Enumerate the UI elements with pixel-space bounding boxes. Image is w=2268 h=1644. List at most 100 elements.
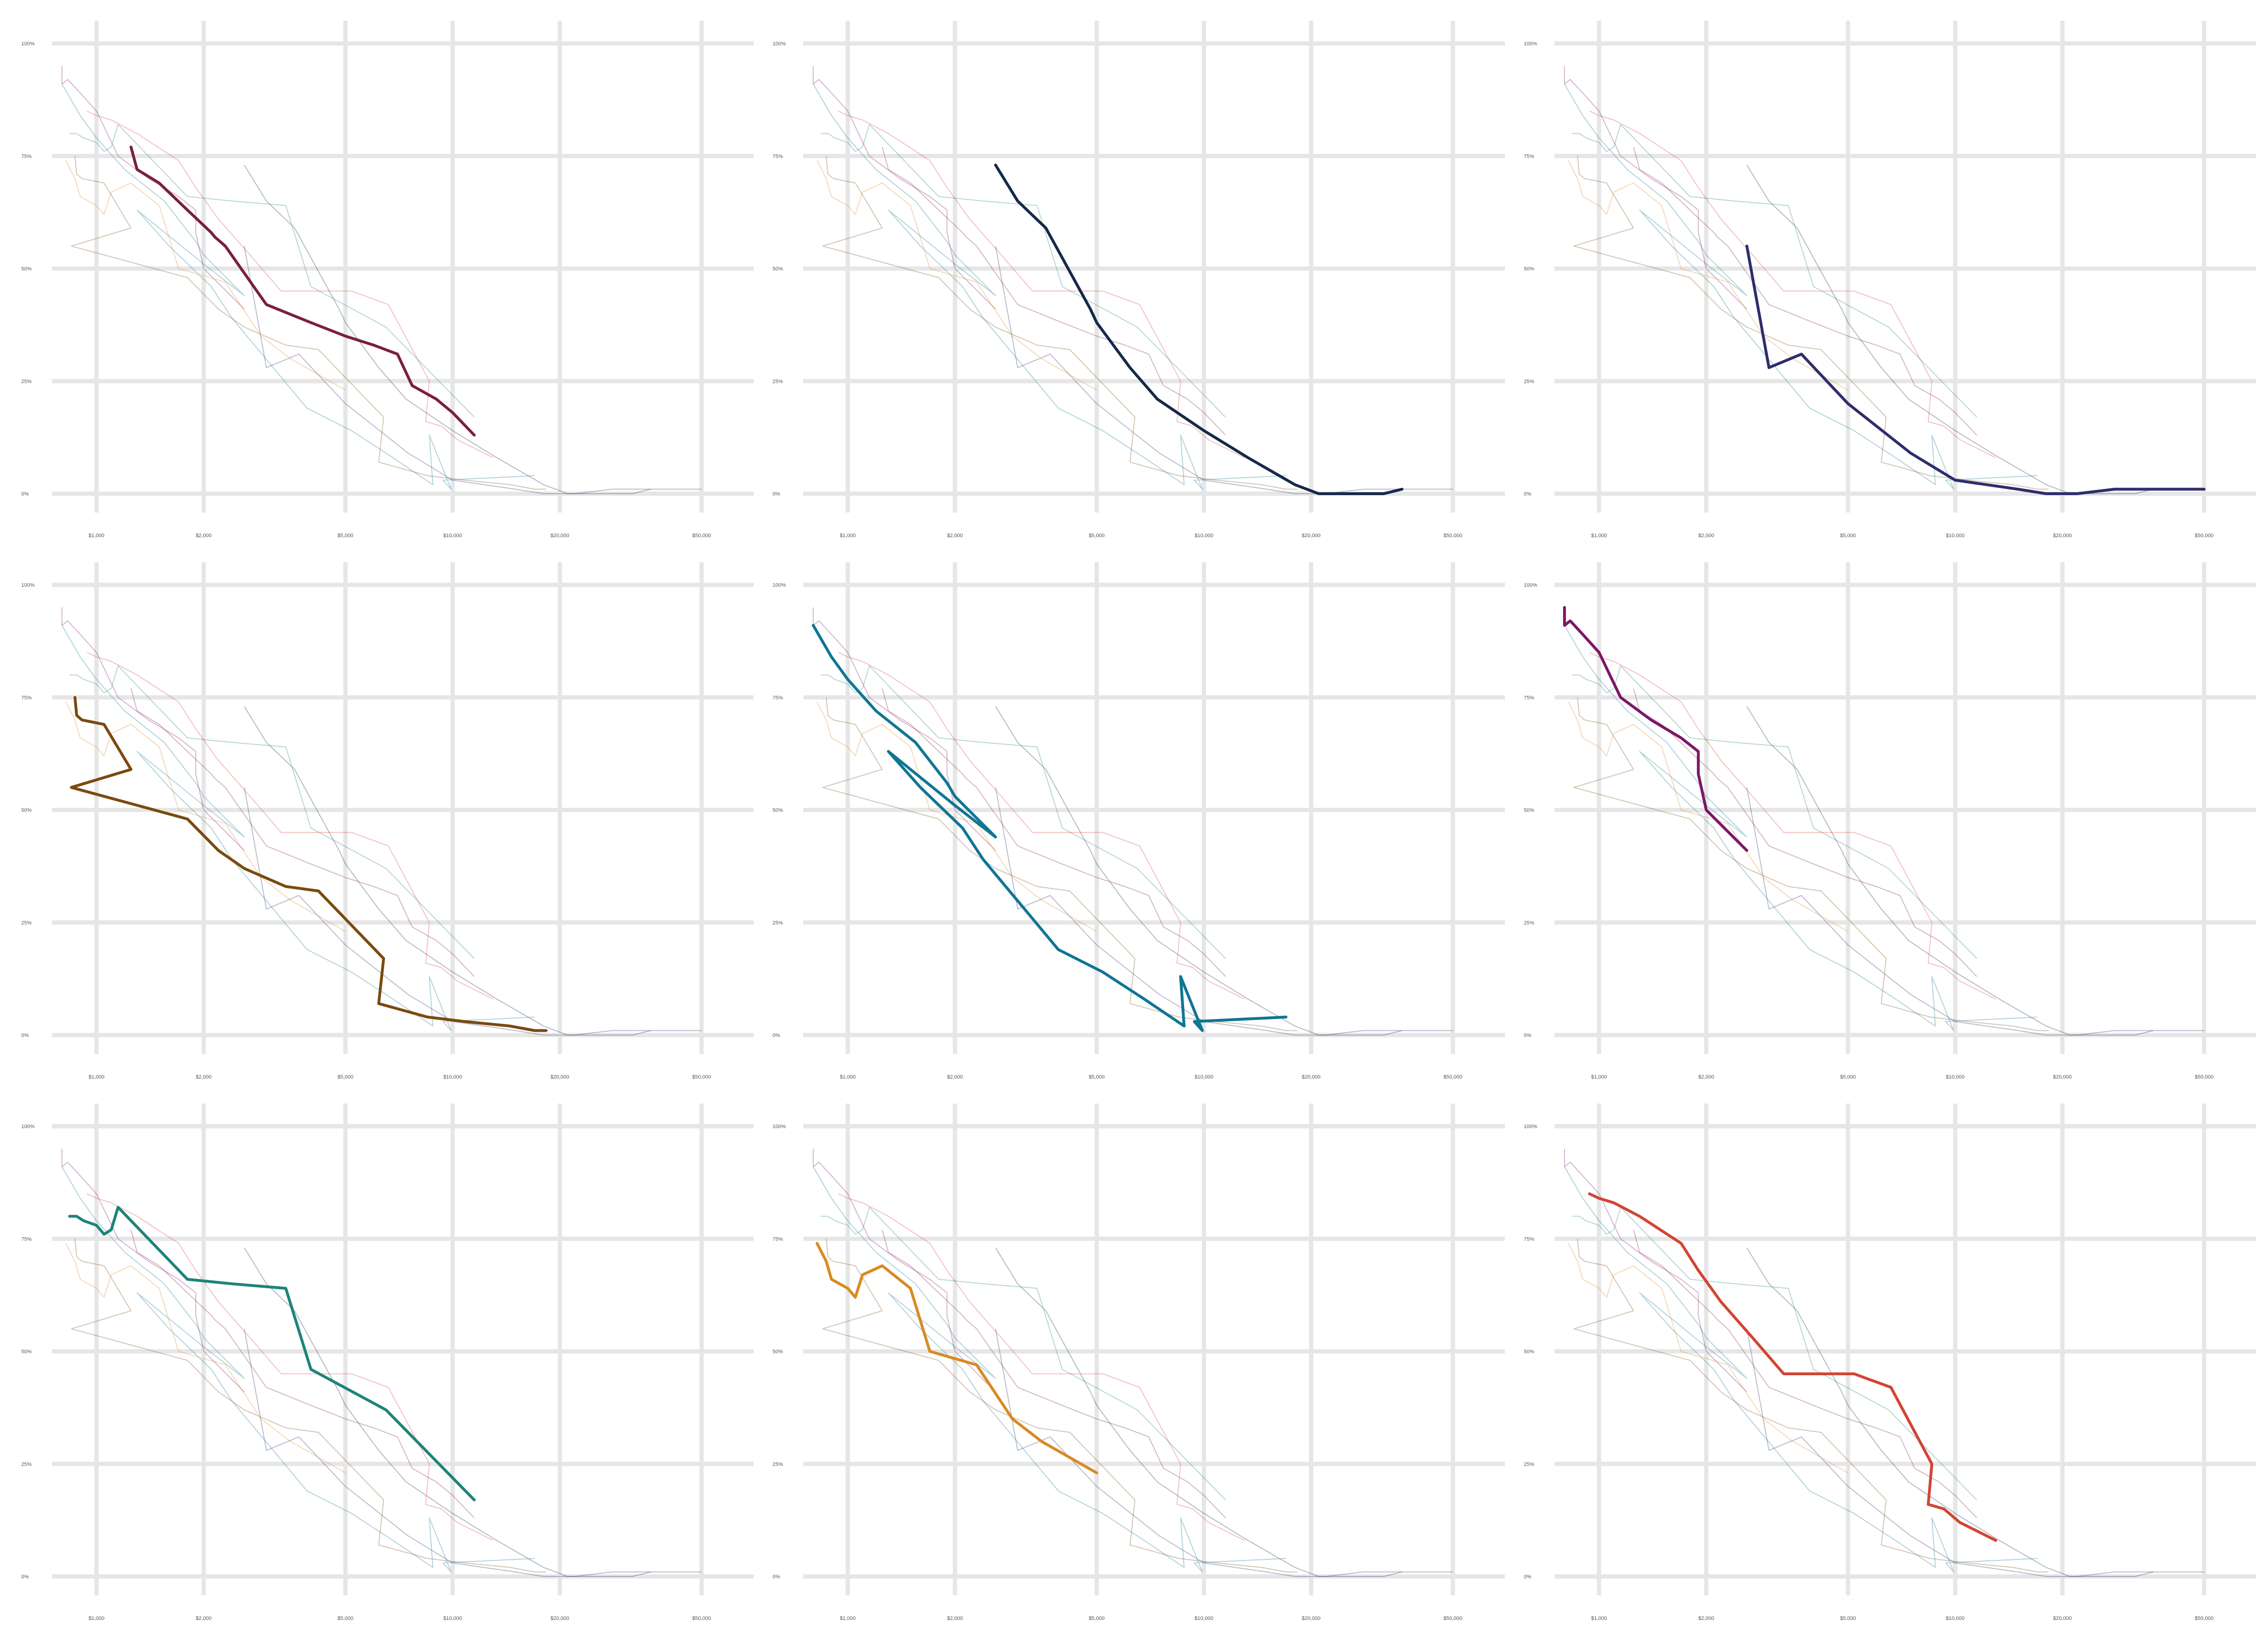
context-series-line <box>822 697 1297 1031</box>
context-series-line <box>1573 156 2049 490</box>
y-tick-label: 100% <box>21 582 34 588</box>
x-tick-label: $5,000 <box>1089 1074 1105 1080</box>
x-tick-label: $5,000 <box>337 1616 353 1621</box>
context-series-line <box>130 688 475 977</box>
y-tick-label: 0% <box>773 491 780 497</box>
x-tick-label: $1,000 <box>1591 1616 1607 1621</box>
context-series-line <box>69 665 475 959</box>
context-series-line <box>813 1148 996 1393</box>
y-tick-label: 100% <box>1524 1124 1537 1130</box>
y-tick-label: 50% <box>21 1349 32 1355</box>
context-series-line <box>882 688 1226 977</box>
x-tick-label: $2,000 <box>196 1616 212 1621</box>
context-series-line <box>813 66 996 310</box>
context-series-line <box>821 665 1226 959</box>
highlight-series-line <box>129 146 476 437</box>
context-series-line <box>882 1229 1226 1518</box>
context-series-line <box>61 84 535 490</box>
y-tick-label: 75% <box>1524 1236 1534 1242</box>
x-tick-label: $50,000 <box>2195 1616 2214 1621</box>
x-tick-label: $10,000 <box>443 1074 462 1080</box>
context-series-line <box>838 1193 1245 1541</box>
y-tick-label: 0% <box>1524 1033 1531 1038</box>
y-tick-label: 25% <box>773 379 783 385</box>
context-series-line <box>1746 787 2204 1036</box>
x-tick-label: $5,000 <box>1840 533 1856 539</box>
panel-2: 0% 25% 50% 75% 100% $1,000 $2,000 $5,000 $10,000… <box>773 21 1505 539</box>
x-tick-label: $10,000 <box>1194 1616 1213 1621</box>
panel-9: 0% 25% 50% 75% 100% $1,000 $2,000 $5,000 $10,000… <box>1524 1104 2256 1621</box>
y-tick-label: 75% <box>21 1236 32 1242</box>
context-series-line <box>1589 111 1996 458</box>
y-tick-label: 25% <box>773 1462 783 1467</box>
x-tick-label: $20,000 <box>1302 1074 1321 1080</box>
y-tick-label: 100% <box>773 1124 786 1130</box>
y-tick-label: 50% <box>1524 808 1534 813</box>
context-series-line <box>813 1166 1286 1573</box>
x-tick-label: $10,000 <box>443 1616 462 1621</box>
x-tick-label: $50,000 <box>1443 533 1462 539</box>
context-series-line <box>1589 652 1996 1000</box>
x-tick-label: $1,000 <box>1591 1074 1607 1080</box>
context-series-line <box>882 146 1226 436</box>
context-series-line <box>1564 625 2037 1031</box>
context-series-line <box>86 1193 494 1541</box>
context-series-line <box>61 1148 245 1393</box>
context-series-line <box>995 706 1402 1036</box>
context-series-line <box>995 1247 1402 1577</box>
context-series-line <box>244 787 702 1036</box>
context-series-line <box>995 787 1453 1036</box>
context-series-line <box>816 702 1097 932</box>
context-series-line <box>61 1166 535 1573</box>
x-tick-label: $50,000 <box>1443 1616 1462 1621</box>
x-tick-label: $5,000 <box>1840 1616 1856 1621</box>
x-tick-label: $10,000 <box>1194 533 1213 539</box>
context-series-line <box>65 702 346 932</box>
panel-1: 0% 25% 50% 75% 100% $1,000 $2,000 $5,000 $10,000… <box>21 21 754 539</box>
y-tick-label: 0% <box>1524 1574 1531 1580</box>
highlight-series-line <box>816 1242 1099 1474</box>
context-series-line <box>822 156 1297 490</box>
context-series-line <box>1633 146 1977 436</box>
panel-6: 0% 25% 50% 75% 100% $1,000 $2,000 $5,000 $10,000… <box>1524 562 2256 1080</box>
context-series-line <box>1564 84 2037 490</box>
x-tick-label: $20,000 <box>2053 1616 2072 1621</box>
context-series-line <box>244 246 702 494</box>
context-series-line <box>1746 1247 2154 1577</box>
y-tick-label: 25% <box>21 920 32 926</box>
x-tick-label: $2,000 <box>1698 1074 1714 1080</box>
context-series-line <box>1573 1239 2049 1573</box>
x-tick-label: $5,000 <box>1089 1616 1105 1621</box>
x-tick-label: $1,000 <box>88 1074 104 1080</box>
x-tick-label: $2,000 <box>196 1074 212 1080</box>
context-series-line <box>821 1207 1226 1500</box>
highlight-series-line <box>70 696 548 1032</box>
x-tick-label: $10,000 <box>1946 1616 1965 1621</box>
highlight-series-line <box>1745 244 2206 495</box>
y-tick-label: 50% <box>21 808 32 813</box>
context-series-line <box>244 1328 702 1577</box>
context-series-line <box>822 1239 1297 1573</box>
context-series-line <box>244 164 651 494</box>
context-series-line <box>995 1328 1453 1577</box>
x-tick-label: $2,000 <box>1698 1616 1714 1621</box>
y-tick-label: 100% <box>21 41 34 47</box>
y-tick-label: 25% <box>1524 379 1534 385</box>
context-series-line <box>816 160 1097 391</box>
y-tick-label: 75% <box>1524 154 1534 159</box>
x-tick-label: $5,000 <box>1089 533 1105 539</box>
context-series-line <box>130 1229 475 1518</box>
x-tick-label: $50,000 <box>692 1074 711 1080</box>
context-series-line <box>1573 697 2049 1031</box>
context-series-line <box>1572 1207 1977 1500</box>
x-tick-label: $10,000 <box>1194 1074 1213 1080</box>
x-tick-label: $20,000 <box>550 1616 569 1621</box>
y-tick-label: 100% <box>21 1124 34 1130</box>
y-tick-label: 0% <box>773 1033 780 1038</box>
y-tick-label: 75% <box>21 695 32 701</box>
context-series-line <box>1568 1243 1848 1473</box>
context-series-line <box>1746 1328 2204 1577</box>
x-tick-label: $1,000 <box>840 1616 856 1621</box>
context-series-line <box>1572 124 1977 418</box>
context-series-line <box>838 652 1245 1000</box>
